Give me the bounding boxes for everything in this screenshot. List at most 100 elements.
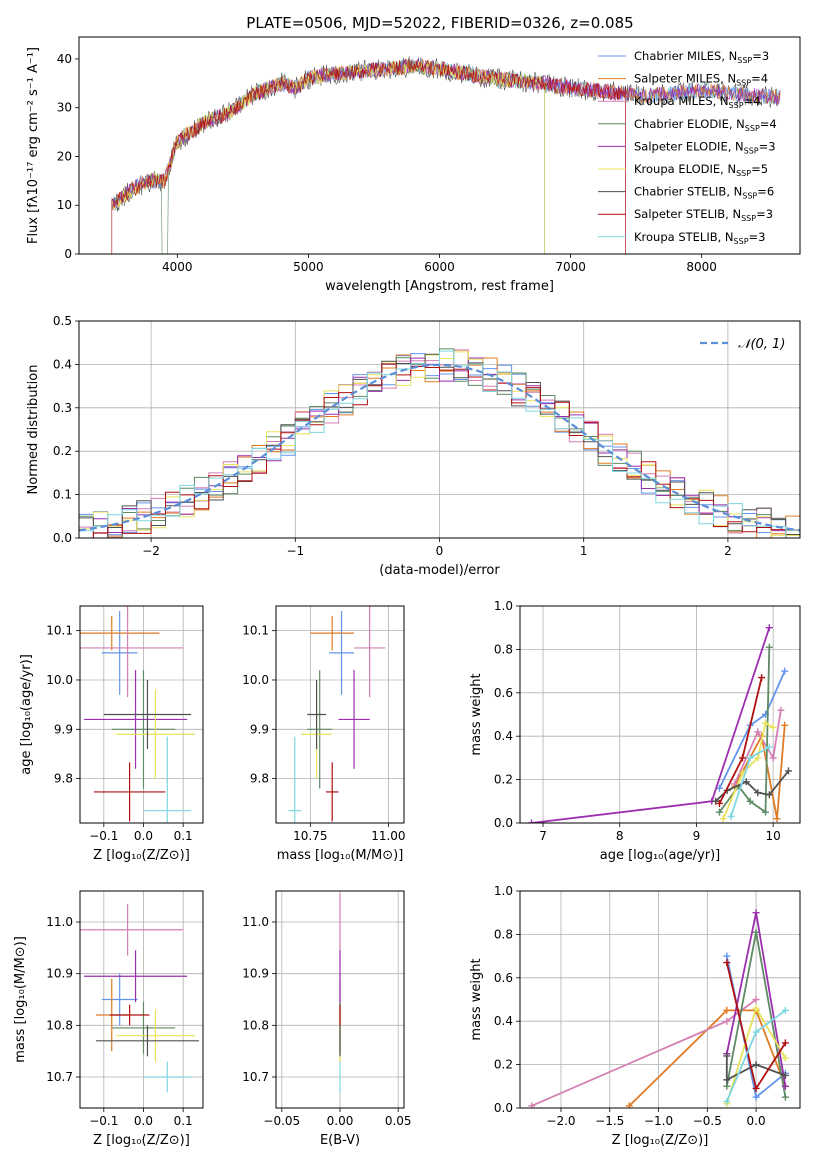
y-tick-label: 0.0 [53,531,72,545]
plot-area [276,606,404,823]
legend-entry: Kroupa ELODIE, NSSP=5 [634,162,768,178]
weight-marker [723,1017,731,1025]
weight-marker [752,1004,760,1012]
weight-marker [738,754,746,762]
weight-marker [769,724,777,732]
y-tick-label: 10.1 [46,624,73,638]
y-tick-label: 11.0 [46,915,73,929]
legend-entry: Chabrier STELIB, NSSP=6 [634,185,774,201]
weight-marker [727,812,735,820]
y-tick-label: 0.6 [494,686,513,700]
plot-content [111,56,781,254]
weight-marker [528,819,536,823]
y-tick-label: 30 [57,101,72,115]
residuals-panel: −2 −1 0 1 2 0.0 0.1 0.2 0.3 0.4 0.5 (data-model)/er… [26,314,801,578]
x-tick-label: 7 [539,829,547,843]
gaussian-curve [79,363,800,532]
weight-marker [781,1039,789,1047]
x-axis-label: mass [log₁₀(M/M⊙)] [277,848,404,863]
x-tick-label: 7000 [555,260,586,274]
x-tick-label: 0.0 [134,1114,153,1128]
weight-marker [528,1102,536,1108]
y-tick-label: 0.4 [494,729,513,743]
weight-marker [761,719,769,727]
legend-entry: Kroupa STELIB, NSSP=3 [634,230,765,246]
y-tick-label: 0.3 [53,401,72,415]
plot-area [80,891,203,1108]
y-tick-label: 0 [64,247,72,261]
y-tick-label: 9.8 [250,772,269,786]
y-tick-label: 0.2 [494,773,513,787]
weight-marker [752,1093,760,1101]
legend-entry: Chabrier ELODIE, NSSP=4 [634,117,777,133]
y-tick-label: 0.0 [494,816,513,830]
mass-vs-metallicity-panel: −0.1 0.0 0.1 10.7 10.8 10.9 11.0 Z [log₁₀(Z/Z⊙)… [13,890,204,1148]
y-tick-label: 0.8 [494,927,513,941]
weight-marker [754,789,762,797]
y-tick-label: 10 [57,198,72,212]
x-tick-label: 0.0 [747,1114,766,1128]
x-tick-label: −1 [286,544,304,558]
x-tick-label: 0.1 [174,829,193,843]
x-tick-label: 10.75 [293,829,327,843]
weight-marker [752,1084,760,1092]
weight-marker [754,728,762,736]
x-tick-label: −0.5 [693,1114,722,1128]
plot-content [288,606,386,823]
x-tick-label: −0.1 [89,1114,118,1128]
weight-line [718,670,786,789]
legend-entry: Salpeter MILES, NSSP=4 [634,72,768,88]
plot-content [528,624,792,823]
y-tick-label: 0.8 [494,642,513,656]
weight-marker [765,643,773,651]
legend: Chabrier MILES, NSSP=3 Salpeter MILES, NS… [598,49,777,246]
weight-marker [781,1006,789,1014]
weight-marker [715,808,723,816]
weight-marker [723,1097,731,1105]
y-tick-label: 10.0 [242,673,269,687]
y-tick-label: 11.0 [242,915,269,929]
x-axis-label: wavelength [Angstrom, rest frame] [325,279,554,294]
legend-entry: 𝒩(0, 1) [738,337,785,352]
x-tick-label: −0.1 [89,829,118,843]
weight-marker [765,624,773,632]
y-tick-label: 20 [57,149,72,163]
y-tick-label: 9.9 [54,722,73,736]
weight-marker [723,959,731,967]
y-axis-label: Flux [fλ10⁻¹⁷ erg cm⁻² s⁻¹ A⁻¹] [26,47,41,244]
weight-marker [773,815,781,823]
axes-frame [275,605,405,824]
weight-marker [754,754,762,762]
weight-marker [781,1071,789,1079]
y-tick-label: 1.0 [494,599,513,613]
y-tick-label: 0.5 [53,314,72,328]
y-tick-label: 10.0 [46,673,73,687]
x-tick-label: 8000 [686,260,717,274]
weight-line [733,710,782,785]
weight-marker [752,909,760,917]
weight-marker [765,791,773,799]
mass-vs-ebv-panel: −0.05 0.00 0.05 10.7 10.8 10.9 11.0 E(B-V) [242,890,412,1148]
weight-marker [719,815,727,823]
x-tick-label: 11.00 [371,829,405,843]
x-tick-label: −1.0 [644,1114,673,1128]
weight-marker [758,674,766,682]
weight-marker [752,1061,760,1069]
axes-frame [78,320,801,539]
axes-frame [275,890,405,1109]
weight-marker [784,767,792,775]
histogram-series [79,350,800,538]
x-tick-label: 0.00 [327,1114,354,1128]
x-axis-label: Z [log₁₀(Z/Z⊙)] [93,1133,190,1148]
weight-marker [769,754,777,762]
legend-entry: Salpeter ELODIE, NSSP=3 [634,139,776,155]
weight-marker [742,778,750,786]
age-vs-mass-panel: 10.75 11.00 9.8 9.9 10.0 10.1 mass [log₁₀(M/M⊙… [242,605,406,863]
y-tick-label: 1.0 [494,884,513,898]
weight-marker [752,1028,760,1036]
plot-content [80,606,196,823]
x-tick-label: −0.05 [263,1114,300,1128]
plot-content [80,903,200,1093]
spectrum-line [111,58,626,254]
